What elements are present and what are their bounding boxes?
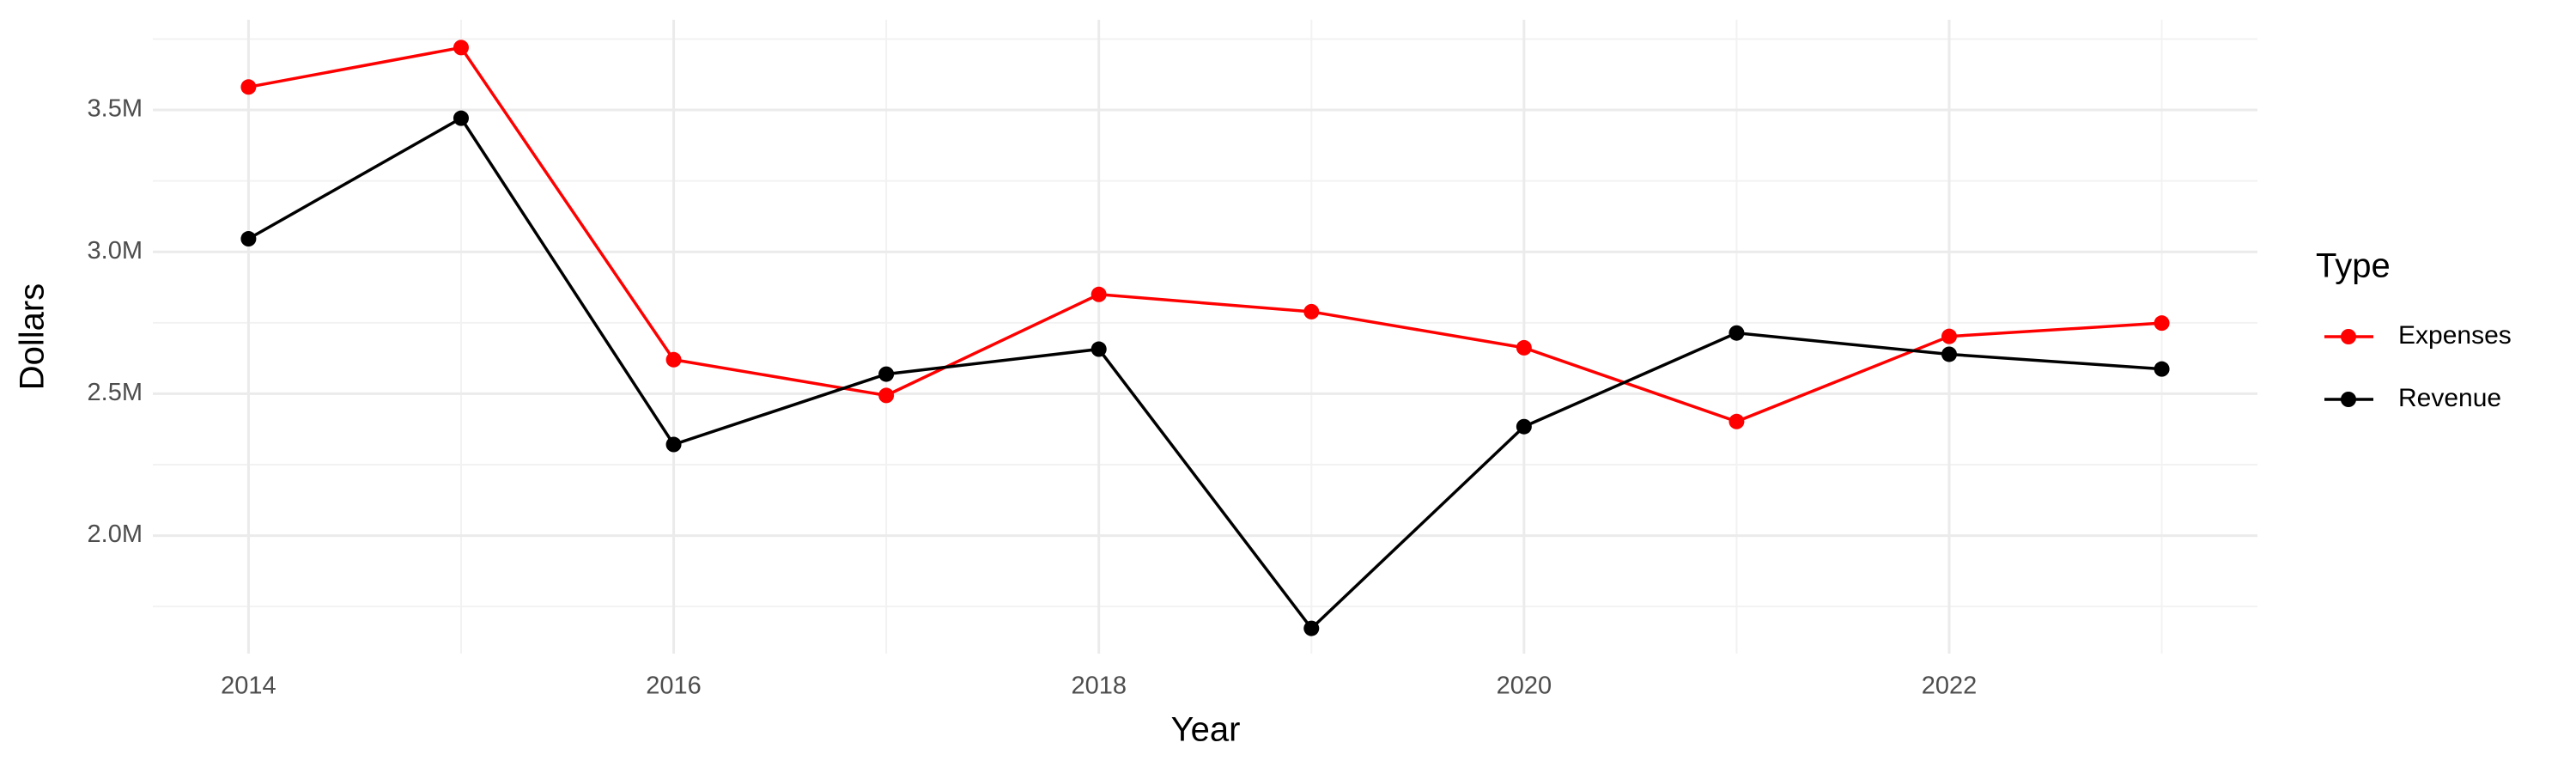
data-point [1091,286,1107,302]
series-line [247,116,2162,631]
data-point [1728,413,1745,429]
y-tick-label: 2.5M [88,379,143,406]
data-point [240,231,257,247]
x-tick-label: 2016 [646,673,702,700]
data-point [240,79,257,95]
y-tick-label: 2.0M [88,520,143,548]
legend-label: Revenue [2398,384,2501,412]
legend-title: Type [2316,247,2391,285]
y-axis-title: Dollars [14,283,52,390]
data-point [1516,418,1532,435]
data-point [2154,315,2170,332]
data-point [453,110,469,126]
series-line [248,46,2162,423]
data-point [2154,361,2170,377]
data-point [665,351,682,368]
data-point [665,436,682,453]
x-axis-title: Year [1171,711,1241,749]
y-tick-label: 3.0M [88,237,143,265]
data-point [1303,620,1320,636]
legend-label: Expenses [2398,321,2512,350]
data-point [1516,339,1532,356]
data-point [1303,303,1320,320]
x-tick-label: 2018 [1071,673,1127,700]
data-point [453,40,469,56]
data-point [878,366,895,382]
data-point [1728,325,1745,341]
x-tick-label: 2022 [1922,673,1978,700]
data-point [1941,328,1958,344]
data-point [1091,341,1107,357]
data-point [1941,346,1958,362]
data-point [878,387,895,404]
x-tick-label: 2020 [1497,673,1552,700]
y-tick-label: 3.5M [88,95,143,123]
legend-key [2341,392,2356,407]
legend-key [2341,329,2356,344]
x-tick-label: 2014 [221,673,276,700]
